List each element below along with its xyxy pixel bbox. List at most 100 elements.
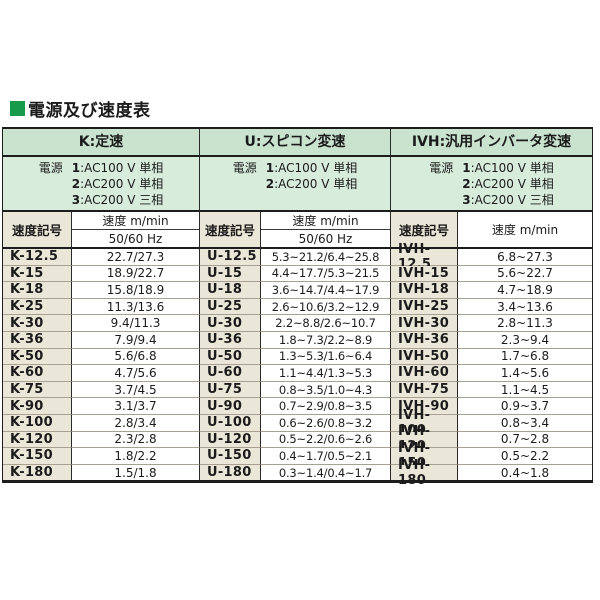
speed-value-cell-ivh: 1.1~4.5: [458, 381, 592, 399]
power-line-voltage: :AC200 V 三相: [470, 193, 554, 207]
speed-value-cell-k: 22.7/27.3: [72, 249, 200, 266]
speed-value-cell-u: 0.4~1.7/0.5~2.1: [261, 448, 391, 465]
speed-value-cell-ivh: 0.4~1.8: [458, 464, 592, 481]
speed-code-cell-u: U-120: [200, 431, 261, 449]
power-line-number: 1: [462, 161, 471, 175]
speed-code-cell-ivh: IVH-18: [391, 282, 458, 299]
speed-value-cell-u: 0.7~2.9/0.8~3.5: [261, 398, 391, 415]
power-line-number: 1: [71, 161, 81, 175]
speed-code-cell-ivh: IVH-90: [391, 398, 458, 415]
power-line: 3:AC200 V 三相: [39, 192, 164, 208]
power-line: 電源 1:AC100 V 単相: [233, 160, 358, 176]
power-lines-k: 電源 1:AC100 V 単相 2:AC200 V 単相 3:AC200 V 三相: [39, 160, 164, 208]
speed-code-cell-u: U-15: [200, 265, 261, 283]
speed-value-cell-k: 15.8/18.9: [72, 282, 200, 299]
power-line-number: 3: [71, 193, 81, 207]
speed-value-cell-ivh: 0.9~3.7: [458, 398, 592, 415]
speed-code-cell-k: K-50: [3, 348, 72, 366]
speed-value-cell-u: 0.3~1.4/0.4~1.7: [261, 464, 391, 481]
speed-value-cell-ivh: 0.7~2.8: [458, 431, 592, 449]
power-line: 電源 1:AC100 V 単相: [39, 160, 164, 176]
speed-code-cell-ivh: IVH-12.5: [391, 242, 458, 272]
speed-code-cell-ivh: IVH-36: [391, 331, 458, 349]
speed-code-cell-ivh: IVH-60: [391, 365, 458, 382]
power-line: 3:AC200 V 三相: [429, 192, 554, 208]
speed-value-cell-k: 4.7/5.6: [72, 365, 200, 382]
power-line-label: 電源: [429, 161, 458, 175]
power-cell-u: 電源 1:AC100 V 単相 2:AC200 V 単相: [200, 157, 391, 212]
speed-code-cell-k: K-12.5: [3, 249, 72, 266]
speed-code-cell-k: K-100: [3, 414, 72, 432]
page-title-text: 電源及び速度表: [28, 101, 151, 121]
speed-code-cell-k: K-90: [3, 398, 72, 415]
power-line-number: 2: [265, 177, 275, 191]
speed-code-cell-ivh: IVH-180: [391, 458, 458, 488]
speed-code-cell-u: U-75: [200, 381, 261, 399]
freq-label-k: 50/60 Hz: [108, 231, 163, 246]
speed-code-cell-u: U-12.5: [200, 249, 261, 266]
speed-code-cell-u: U-60: [200, 365, 261, 382]
speed-value-cell-u: 1.3~5.3/1.6~6.4: [261, 348, 391, 366]
speed-code-cell-k: K-36: [3, 331, 72, 349]
speed-value-cell-u: 0.5~2.2/0.6~2.6: [261, 431, 391, 449]
speed-code-cell-k: K-18: [3, 282, 72, 299]
speed-value-cell-k: 1.5/1.8: [72, 464, 200, 481]
speed-value-cell-ivh: 6.8~27.3: [458, 249, 592, 266]
power-line-number: 1: [265, 161, 275, 175]
power-line-label: 電源: [232, 161, 261, 175]
speed-value-cell-k: 9.4/11.3: [72, 315, 200, 332]
group-header-u: U:スピコン変速: [200, 129, 391, 157]
speed-code-cell-ivh: IVH-50: [391, 348, 458, 366]
power-line-label: 電源: [38, 161, 67, 175]
speed-value-cell-k: 11.3/13.6: [72, 298, 200, 316]
speed-code-cell-u: U-50: [200, 348, 261, 366]
speed-code-cell-ivh: IVH-30: [391, 315, 458, 332]
speed-value-cell-ivh: 0.8~3.4: [458, 414, 592, 432]
subheader-code-ivh: 速度記号: [391, 212, 458, 249]
power-cell-ivh: 電源 1:AC100 V 単相 2:AC200 V 単相 3:AC200 V 三相: [391, 157, 592, 212]
subheader-code-u: 速度記号: [200, 212, 261, 249]
speed-code-cell-ivh: IVH-25: [391, 298, 458, 316]
subheader-speed-k: 速度 m/min 50/60 Hz: [72, 212, 200, 249]
power-line-number: 3: [462, 193, 471, 207]
speed-code-cell-u: U-25: [200, 298, 261, 316]
speed-code-cell-u: U-150: [200, 448, 261, 465]
speed-value-cell-k: 3.7/4.5: [72, 381, 200, 399]
spec-table: K:定速 U:スピコン変速 IVH:汎用インバータ変速 電源 1:AC100 V…: [2, 127, 593, 488]
speed-code-cell-k: K-150: [3, 448, 72, 465]
power-cell-k: 電源 1:AC100 V 単相 2:AC200 V 単相 3:AC200 V 三相: [3, 157, 200, 212]
power-line-voltage: :AC100 V 単相: [80, 161, 164, 175]
speed-code-cell-k: K-15: [3, 265, 72, 283]
freq-label-u: 50/60 Hz: [298, 231, 353, 246]
speed-value-cell-u: 0.8~3.5/1.0~4.3: [261, 381, 391, 399]
page-title: 電源及び速度表: [10, 96, 151, 121]
speed-value-cell-ivh: 4.7~18.9: [458, 282, 592, 299]
speed-value-cell-k: 18.9/22.7: [72, 265, 200, 283]
power-lines-ivh: 電源 1:AC100 V 単相 2:AC200 V 単相 3:AC200 V 三相: [429, 160, 554, 208]
speed-value-cell-ivh: 3.4~13.6: [458, 298, 592, 316]
speed-unit-label-u: 速度 m/min: [261, 212, 390, 230]
power-line: 2:AC200 V 単相: [429, 176, 554, 192]
speed-value-cell-ivh: 1.4~5.6: [458, 365, 592, 382]
speed-value-cell-k: 2.8/3.4: [72, 414, 200, 432]
speed-value-cell-u: 1.1~4.4/1.3~5.3: [261, 365, 391, 382]
power-line-number: 2: [71, 177, 81, 191]
power-lines-u: 電源 1:AC100 V 単相 2:AC200 V 単相: [233, 160, 358, 192]
speed-value-cell-u: 3.6~14.7/4.4~17.9: [261, 282, 391, 299]
power-line-voltage: :AC200 V 単相: [274, 177, 358, 191]
speed-code-cell-k: K-75: [3, 381, 72, 399]
speed-value-cell-u: 4.4~17.7/5.3~21.5: [261, 265, 391, 283]
speed-code-cell-k: K-30: [3, 315, 72, 332]
speed-code-cell-ivh: IVH-15: [391, 265, 458, 283]
green-square-icon: [10, 101, 25, 116]
speed-code-cell-u: U-100: [200, 414, 261, 432]
speed-code-cell-k: K-60: [3, 365, 72, 382]
speed-value-cell-ivh: 5.6~22.7: [458, 265, 592, 283]
speed-value-cell-k: 3.1/3.7: [72, 398, 200, 415]
speed-value-cell-k: 1.8/2.2: [72, 448, 200, 465]
speed-value-cell-k: 5.6/6.8: [72, 348, 200, 366]
speed-code-cell-u: U-30: [200, 315, 261, 332]
power-line: 2:AC200 V 単相: [233, 176, 358, 192]
speed-code-cell-u: U-90: [200, 398, 261, 415]
speed-value-cell-ivh: 2.8~11.3: [458, 315, 592, 332]
